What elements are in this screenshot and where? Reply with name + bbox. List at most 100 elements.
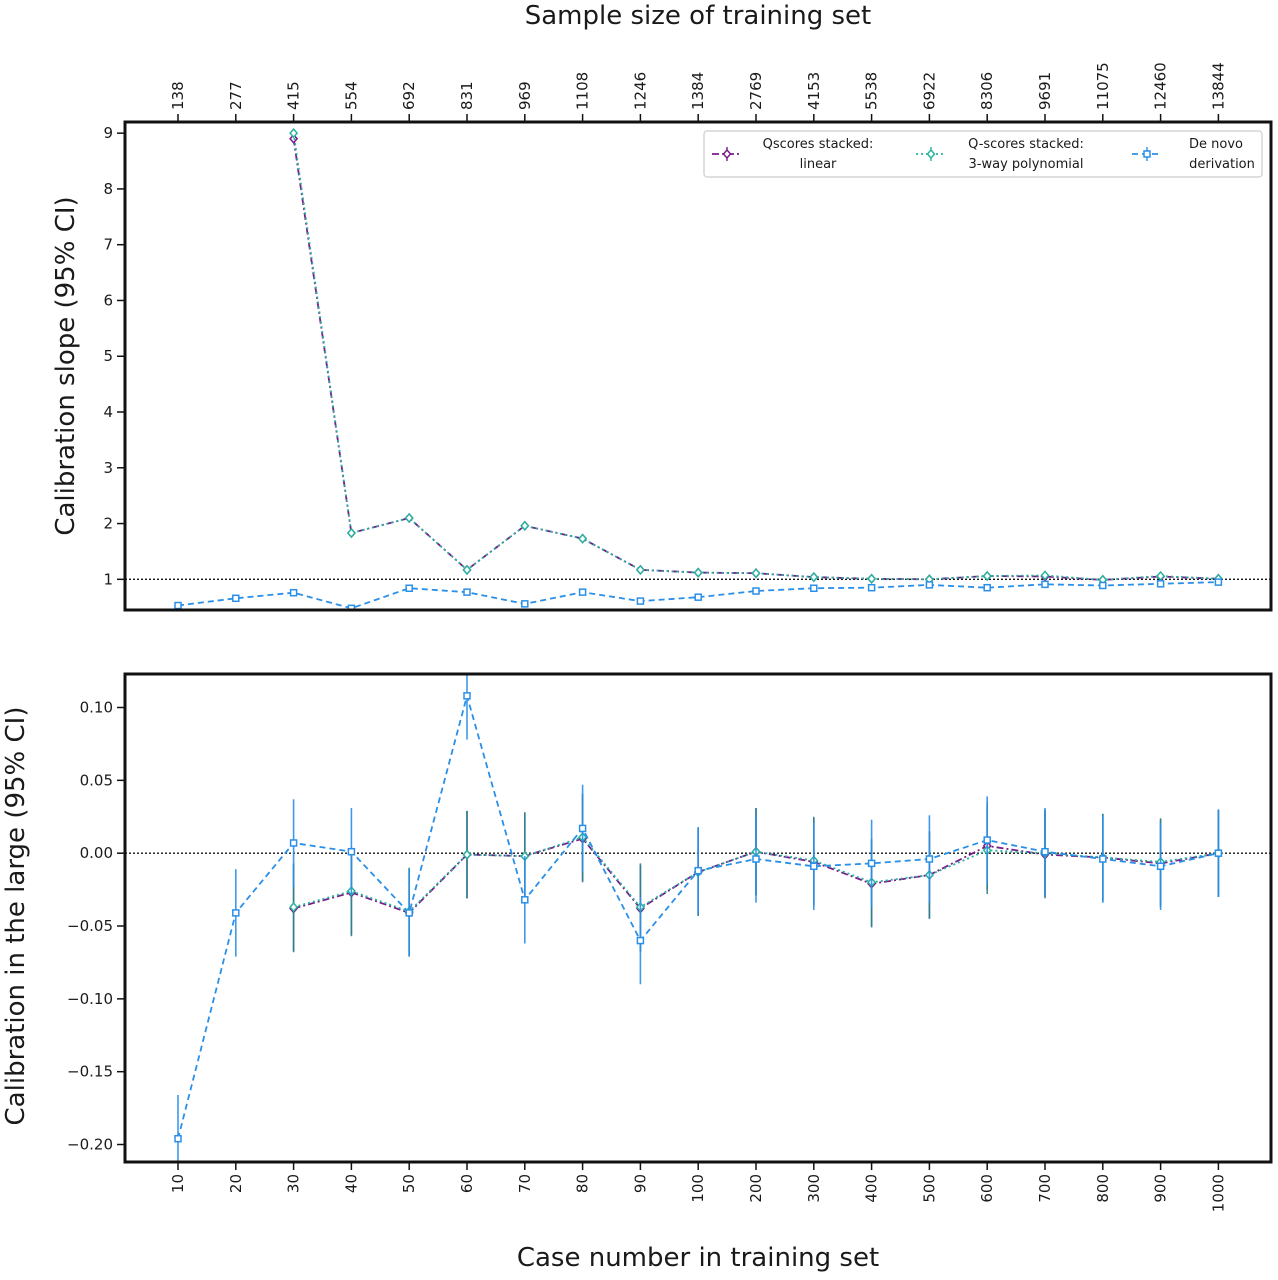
x-top-tick-label: 969 (516, 81, 534, 110)
top-panel-ylabel: Calibration slope (95% CI) (51, 196, 81, 535)
x-top-tick-label: 138 (169, 81, 187, 110)
point-denovo (810, 584, 818, 592)
point-denovo (1041, 580, 1049, 589)
x-tick-label: 100 (689, 1174, 707, 1203)
plot-frame (123, 120, 1273, 612)
point-denovo (232, 909, 240, 917)
x-top-tick-label: 4153 (805, 72, 823, 110)
point-denovo (983, 583, 991, 592)
x-top-tick-label: 554 (342, 81, 360, 110)
x-tick-label: 50 (400, 1174, 418, 1193)
x-tick-label: 90 (631, 1174, 649, 1193)
x-tick-label: 60 (458, 1174, 476, 1193)
point-q_poly (289, 128, 299, 139)
point-q_poly (1040, 570, 1050, 581)
point-denovo (752, 587, 760, 595)
y-tick-label: 8 (103, 180, 113, 198)
point-q_poly (751, 568, 761, 579)
point-denovo (463, 692, 471, 700)
legend-label-q_linear: Qscores stacked: (763, 137, 874, 152)
point-denovo (578, 824, 587, 833)
point-q_poly (346, 527, 356, 539)
x-tick-label: 700 (1036, 1174, 1054, 1203)
point-denovo (405, 584, 413, 592)
point-denovo (521, 600, 529, 608)
point-q_poly (809, 571, 819, 583)
point-q_poly (693, 567, 703, 578)
x-top-tick-label: 12460 (1152, 62, 1170, 110)
x-top-tick-label: 1108 (574, 72, 592, 110)
x-tick-label: 40 (342, 1174, 360, 1193)
point-denovo (925, 581, 934, 589)
point-denovo (174, 1134, 182, 1143)
series-line-denovo (177, 692, 1219, 1139)
x-tick-label: 10 (169, 1174, 187, 1193)
x-tick-label: 300 (805, 1174, 823, 1203)
point-denovo (983, 836, 991, 844)
point-denovo (867, 859, 876, 868)
y-tick-label: 0.00 (80, 844, 113, 862)
y-tick-label: 3 (103, 459, 113, 477)
point-q_poly (289, 901, 299, 913)
bottom-panel: −0.20 −0.15 −0.10 −0.05 0.00 0.05 0.10 10 20 30 40… (67, 672, 1273, 1212)
y-tick-label: 7 (103, 236, 113, 254)
x-tick-label: 20 (227, 1174, 245, 1193)
point-denovo (232, 594, 240, 603)
x-top-tick-label: 5538 (863, 72, 881, 110)
plot-frame (123, 672, 1273, 1164)
point-q_poly (867, 573, 877, 584)
point-denovo (636, 936, 645, 945)
x-top-tick-label: 415 (285, 81, 303, 110)
x-tick-label: 900 (1152, 1174, 1170, 1203)
x-top-tick-label: 831 (458, 81, 476, 110)
x-tick-label: 400 (863, 1174, 881, 1203)
point-denovo (521, 896, 529, 904)
bottom-axis-title: Case number in training set (517, 1243, 879, 1273)
x-top-tick-label: 1384 (689, 72, 707, 110)
point-denovo (289, 588, 298, 597)
y-tick-label: 0.10 (80, 699, 113, 717)
x-tick-label: 70 (516, 1174, 534, 1193)
legend-label-q_linear-line2: linear (800, 157, 837, 172)
point-denovo (578, 588, 587, 596)
legend-marker-q_poly (926, 148, 936, 160)
x-tick-label: 800 (1094, 1174, 1112, 1203)
x-tick-label: 80 (574, 1174, 592, 1193)
legend-marker-q_linear (722, 148, 732, 160)
series-line-q_linear (292, 138, 1219, 581)
x-tick-label: 200 (747, 1174, 765, 1203)
legend-label-q_poly: Q-scores stacked: (968, 137, 1084, 152)
y-tick-label: −0.10 (67, 990, 113, 1008)
point-denovo (810, 862, 818, 871)
point-q_poly (462, 849, 472, 860)
x-top-tick-label: 6922 (920, 72, 938, 110)
bottom-panel-ylabel: Calibration in the large (95% CI) (1, 707, 31, 1126)
legend-marker-denovo (1143, 150, 1151, 158)
x-top-tick-label: 13844 (1209, 62, 1227, 110)
point-denovo (1214, 849, 1223, 857)
y-tick-label: 9 (103, 124, 113, 142)
y-tick-label: 0.05 (80, 771, 113, 789)
point-denovo (925, 855, 934, 863)
y-tick-label: 4 (103, 403, 113, 421)
top-axis-title: Sample size of training set (525, 1, 871, 31)
point-denovo (636, 597, 645, 605)
series-group (174, 128, 1223, 610)
point-q_poly (462, 564, 472, 575)
x-top-tick-label: 1246 (631, 72, 649, 110)
point-denovo (463, 588, 471, 596)
point-denovo (694, 593, 702, 601)
point-denovo (289, 839, 298, 847)
y-tick-label: 5 (103, 347, 113, 365)
x-tick-label: 500 (920, 1174, 938, 1203)
point-q_poly (635, 564, 645, 575)
x-top-tick-label: 2769 (747, 72, 765, 110)
point-q_poly (578, 533, 588, 544)
y-tick-label: −0.20 (67, 1136, 113, 1154)
point-denovo (174, 601, 182, 610)
legend-box (703, 130, 1263, 178)
point-q_poly (1156, 570, 1166, 582)
x-top-tick-label: 277 (227, 81, 245, 110)
point-denovo (1099, 581, 1107, 590)
